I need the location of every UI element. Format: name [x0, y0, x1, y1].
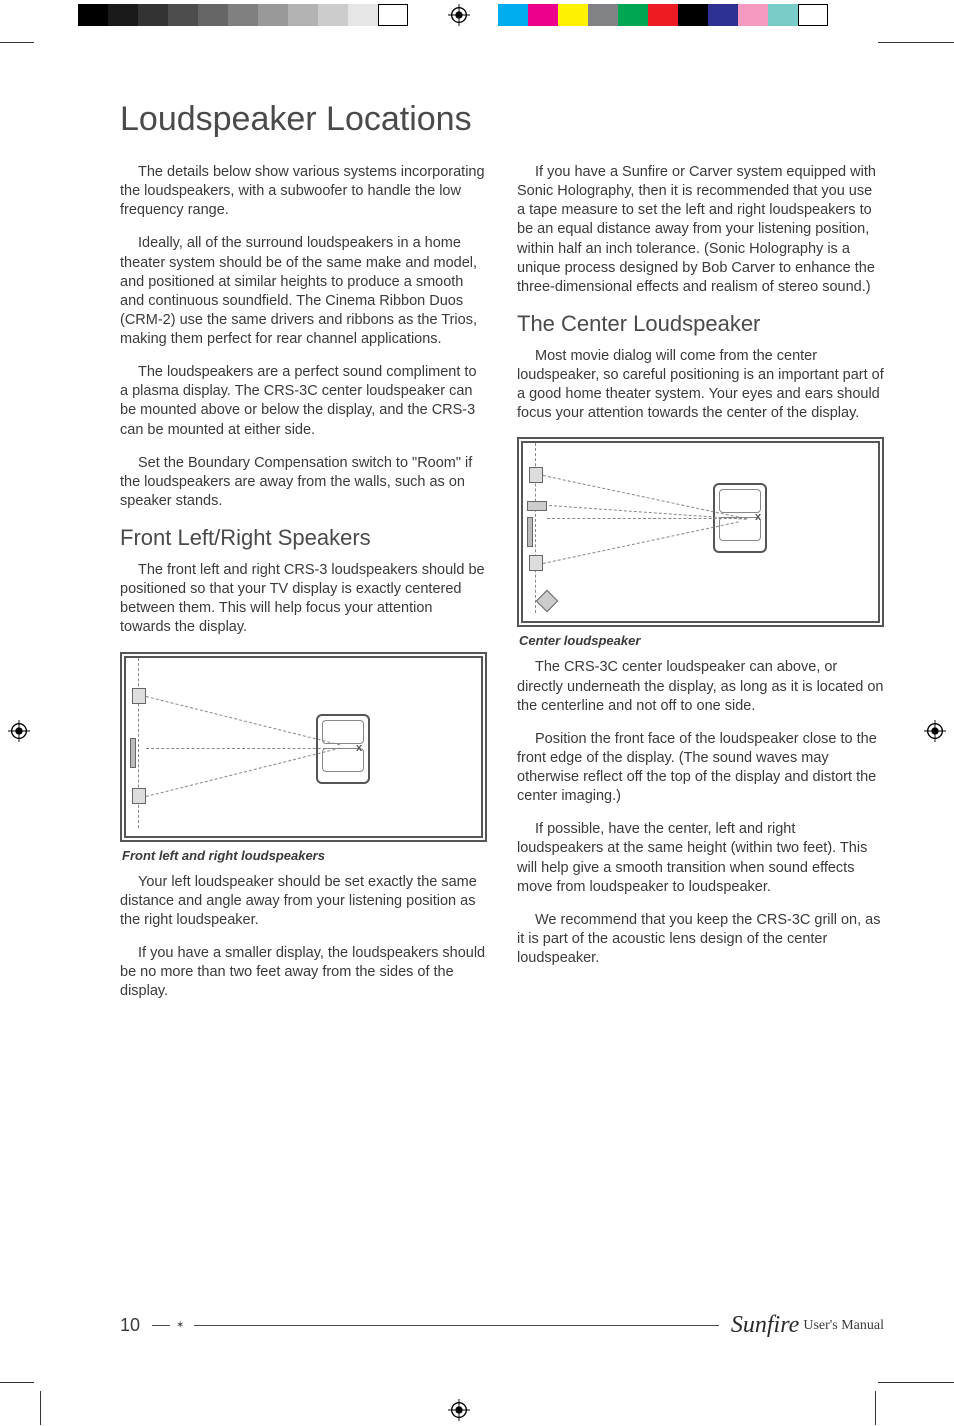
diagram-caption: Front left and right loudspeakers	[122, 848, 487, 863]
right-speaker-icon	[132, 788, 146, 804]
brand-logo: Sunfire	[731, 1312, 799, 1339]
right-column: If you have a Sunfire or Carver system e…	[517, 163, 884, 1015]
body-text: The details below show various systems i…	[120, 163, 487, 220]
body-text: If you have a Sunfire or Carver system e…	[517, 163, 884, 297]
center-speaker-diagram: x	[517, 437, 884, 627]
left-speaker-icon	[529, 467, 543, 483]
listener-icon	[536, 590, 559, 613]
body-text: Set the Boundary Compensation switch to …	[120, 454, 487, 511]
body-text: If possible, have the center, left and r…	[517, 820, 884, 897]
body-text: Position the front face of the loudspeak…	[517, 730, 884, 807]
body-text: Most movie dialog will come from the cen…	[517, 347, 884, 424]
section-heading: The Center Loudspeaker	[517, 311, 884, 337]
section-heading: Front Left/Right Speakers	[120, 525, 487, 551]
listener-label: x	[755, 511, 761, 523]
front-lr-diagram: x	[120, 652, 487, 842]
body-text: The loudspeakers are a perfect sound com…	[120, 363, 487, 440]
left-column: The details below show various systems i…	[120, 163, 487, 1015]
diagram-caption: Center loudspeaker	[519, 633, 884, 648]
manual-label: User's Manual	[803, 1318, 884, 1334]
body-text: The front left and right CRS-3 loudspeak…	[120, 561, 487, 638]
center-speaker-icon	[527, 501, 547, 511]
body-text: We recommend that you keep the CRS-3C gr…	[517, 911, 884, 968]
page-title: Loudspeaker Locations	[120, 100, 884, 139]
right-speaker-icon	[529, 555, 543, 571]
listener-label: x	[356, 742, 362, 754]
page-number: 10	[120, 1315, 140, 1336]
left-speaker-icon	[132, 688, 146, 704]
subwoofer-icon	[527, 517, 533, 547]
subwoofer-icon	[130, 738, 136, 768]
body-text: If you have a smaller display, the louds…	[120, 944, 487, 1001]
manual-page: Loudspeaker Locations The details below …	[0, 0, 954, 1425]
body-text: Ideally, all of the surround loudspeaker…	[120, 234, 487, 349]
body-text: Your left loudspeaker should be set exac…	[120, 873, 487, 930]
body-text: The CRS-3C center loudspeaker can above,…	[517, 658, 884, 715]
page-footer: 10 ✶ Sunfire User's Manual	[120, 1312, 884, 1339]
star-icon: ✶	[176, 1320, 184, 1331]
